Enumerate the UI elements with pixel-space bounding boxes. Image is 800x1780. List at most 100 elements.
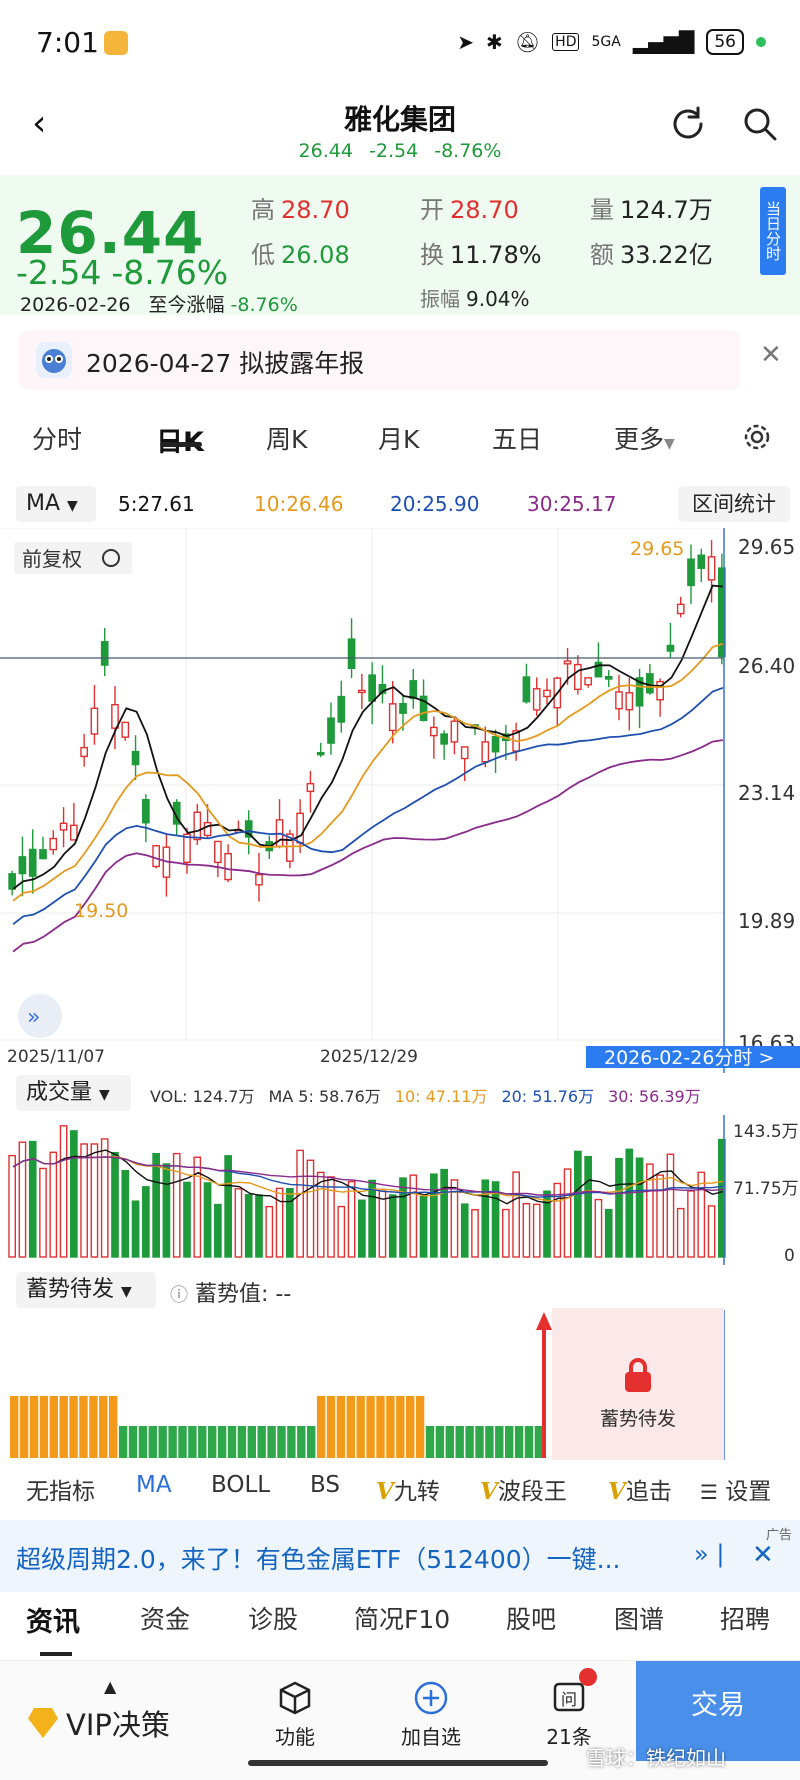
tab-daily-k[interactable]: 日K — [156, 420, 204, 459]
candle-body — [676, 603, 685, 615]
tab-f10[interactable]: 简况F10 — [354, 1605, 451, 1634]
amount: 额 33.22亿 — [590, 241, 713, 269]
tab-graph[interactable]: 图谱 — [614, 1605, 665, 1634]
candle-body — [450, 720, 459, 743]
indicator-bar — [524, 1426, 534, 1458]
tab-more[interactable]: 更多▼ — [614, 425, 675, 454]
tab-diagnosis[interactable]: 诊股 — [248, 1605, 299, 1634]
adjust-gear-icon — [102, 549, 120, 567]
candle-body — [70, 824, 78, 841]
since-value: -8.76% — [230, 294, 298, 316]
volume-axis-label: 0 — [784, 1246, 795, 1265]
tab-monthly-k[interactable]: 月K — [378, 425, 420, 454]
trade-button[interactable]: 交易 — [636, 1661, 800, 1761]
volume-bar — [378, 1190, 387, 1258]
tab-jobs[interactable]: 招聘 — [720, 1605, 771, 1634]
current-price: 26.44 — [16, 199, 205, 267]
add-watchlist-button[interactable]: 加自选 — [376, 1675, 486, 1750]
notice-text: 2026-04-27 拟披露年报 — [86, 349, 365, 378]
chip-wave[interactable]: V波段王 — [480, 1478, 567, 1505]
indicator-bar — [376, 1396, 385, 1458]
tab-forum[interactable]: 股吧 — [506, 1605, 557, 1634]
ma-select[interactable]: MA ▼ — [16, 486, 96, 522]
indicator-bar — [316, 1396, 326, 1458]
ad-close-icon[interactable]: ✕ — [752, 1540, 774, 1570]
indicator-bar — [29, 1396, 39, 1458]
volume-bar — [563, 1168, 572, 1258]
candle-body — [584, 677, 592, 686]
intraday-tab[interactable]: 当日分时 — [760, 187, 786, 275]
candle-body — [286, 833, 294, 862]
kline-chart[interactable]: 29.65 26.40 23.14 19.89 16.63 29.65 19.5… — [0, 528, 800, 1073]
chevron-down-icon: ▼ — [664, 436, 675, 452]
open-price: 开 28.70 — [420, 196, 519, 224]
candle-body — [59, 822, 68, 831]
expand-up-icon[interactable]: ▲ — [104, 1677, 117, 1696]
vol-ma10: 10: 47.11万 — [394, 1087, 488, 1106]
tab-news[interactable]: 资讯 — [26, 1607, 80, 1638]
indicator-select[interactable]: 蓄势待发 ▼ — [16, 1272, 156, 1308]
indicator-bar — [247, 1426, 256, 1458]
candle-body — [203, 821, 212, 837]
function-button[interactable]: 功能 — [240, 1675, 350, 1750]
volume-bar — [368, 1179, 376, 1258]
chip-bs[interactable]: BS — [310, 1472, 340, 1498]
indicator-bar — [89, 1396, 98, 1458]
volume-bar — [296, 1149, 304, 1258]
refresh-icon[interactable] — [668, 104, 708, 148]
volume-select[interactable]: 成交量 ▼ — [16, 1075, 131, 1111]
volume-bar — [203, 1182, 212, 1258]
indicator-chart[interactable] — [0, 1310, 800, 1460]
volume-bar — [666, 1153, 675, 1258]
vip-button[interactable]: VIP决策 — [28, 1701, 170, 1745]
bluetooth-icon: ✱ — [486, 30, 503, 54]
tab-weekly-k[interactable]: 周K — [266, 425, 308, 454]
indicator-bar — [168, 1426, 177, 1458]
volume-bar — [419, 1195, 428, 1258]
volume-bar — [347, 1180, 356, 1258]
indicator-bar — [485, 1426, 494, 1458]
back-button[interactable]: ‹ — [32, 103, 47, 144]
search-icon[interactable] — [740, 104, 780, 148]
tab-five-day[interactable]: 五日 — [492, 425, 543, 454]
status-bar: 7:01 ➤ ✱ 🔕︎ HD 5GA ▂▄▆█ 56 — [0, 0, 800, 80]
status-time: 7:01 — [36, 26, 99, 59]
turnover-rate: 换 11.78% — [420, 241, 542, 269]
indicator-bar — [49, 1396, 58, 1458]
cube-icon — [240, 1675, 350, 1721]
indicator-bar — [287, 1426, 296, 1458]
indicator-bar — [158, 1426, 167, 1458]
ad-tag: 广告 — [765, 1528, 792, 1543]
ad-banner[interactable]: 广告 超级周期2.0，来了！有色金属ETF（512400）一键... » | ✕ — [0, 1520, 800, 1592]
notice-banner[interactable]: 2026-04-27 拟披露年报 — [18, 330, 740, 390]
chip-settings[interactable]: ☰ 设置 — [700, 1472, 772, 1506]
home-indicator[interactable] — [248, 1760, 548, 1766]
ask-button[interactable]: 问 21条 — [514, 1675, 624, 1750]
tab-funds[interactable]: 资金 — [140, 1605, 191, 1634]
chip-chase[interactable]: V追击 — [608, 1478, 672, 1505]
volume-bar — [358, 1199, 366, 1258]
candle-body — [152, 845, 160, 868]
pending-overlay[interactable]: 蓄势待发 — [552, 1308, 724, 1460]
chip-none[interactable]: 无指标 — [26, 1479, 95, 1505]
gear-icon[interactable] — [742, 422, 772, 458]
double-chevron-right-icon[interactable]: » | — [694, 1540, 725, 1568]
volume-bar — [543, 1190, 551, 1258]
vol-ma5: MA 5: 58.76万 — [268, 1087, 381, 1106]
chip-ma[interactable]: MA — [136, 1472, 172, 1498]
volume-chart[interactable]: 143.5万 71.75万 0 — [0, 1115, 800, 1265]
arrow-head — [536, 1312, 552, 1330]
close-icon[interactable]: ✕ — [760, 340, 782, 370]
indicator-bar — [514, 1426, 524, 1458]
candle-body — [111, 703, 119, 729]
volume-bar — [234, 1188, 243, 1258]
volume-bar — [18, 1141, 27, 1258]
candle-body — [28, 848, 37, 877]
candle-body — [666, 644, 675, 652]
volume-stats: VOL: 124.7万 MA 5: 58.76万 10: 47.11万 20: 51.… — [150, 1083, 715, 1107]
candle-body — [419, 695, 428, 722]
tab-intraday[interactable]: 分时 — [32, 425, 83, 454]
chip-nine[interactable]: V九转 — [376, 1478, 440, 1505]
interval-stats-button[interactable]: 区间统计 — [678, 486, 790, 522]
chip-boll[interactable]: BOLL — [211, 1472, 271, 1498]
